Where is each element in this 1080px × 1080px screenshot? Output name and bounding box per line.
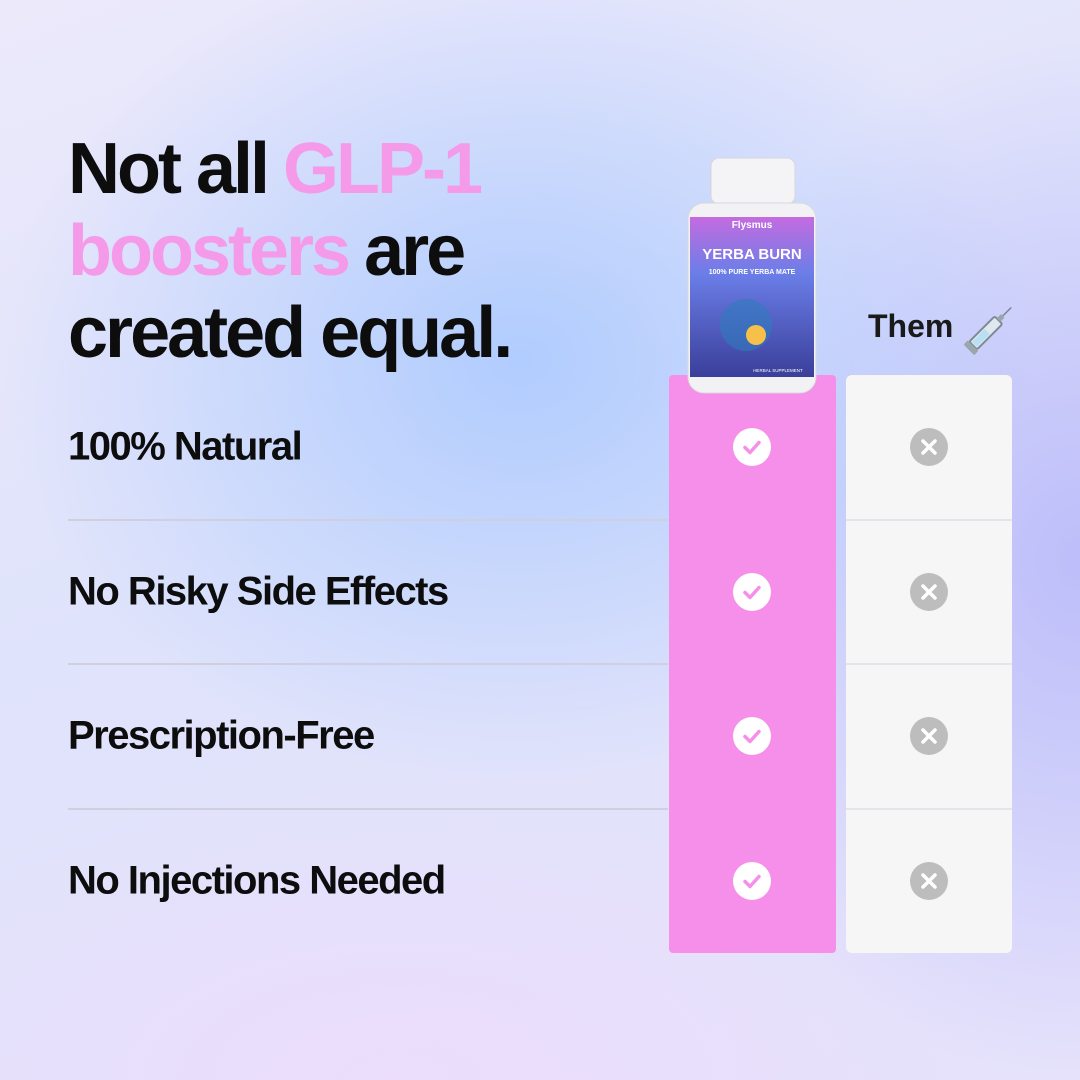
headline-text: Not all bbox=[68, 129, 270, 209]
check-icon bbox=[732, 427, 772, 467]
headline-text: created equal. bbox=[68, 293, 513, 373]
headline-line: Not all GLP-1 bbox=[68, 128, 526, 210]
row-divider bbox=[68, 807, 668, 810]
competitor-label: Them bbox=[868, 306, 1012, 355]
headline: Not all GLP-1 boosters are created equal. bbox=[68, 128, 526, 374]
row-label: Prescription-Free bbox=[68, 713, 375, 758]
row-label: No Injections Needed bbox=[68, 858, 446, 903]
row-divider bbox=[68, 518, 668, 521]
product-brand: Flysmus bbox=[732, 220, 773, 231]
cross-icon bbox=[909, 572, 949, 612]
column-separator bbox=[846, 807, 1012, 810]
cross-icon bbox=[909, 427, 949, 467]
competitor-label-text: Them bbox=[868, 308, 954, 344]
check-icon bbox=[732, 861, 772, 901]
row-divider bbox=[68, 663, 668, 665]
row-label: No Risky Side Effects bbox=[68, 569, 449, 614]
syringe-icon bbox=[963, 306, 1012, 355]
headline-text: are bbox=[364, 211, 466, 291]
headline-highlight: GLP-1 bbox=[283, 129, 483, 209]
product-column bbox=[669, 375, 836, 953]
headline-highlight: boosters bbox=[68, 211, 351, 291]
column-separator bbox=[846, 663, 1012, 665]
headline-line: created equal. bbox=[68, 292, 526, 374]
check-icon bbox=[732, 572, 772, 612]
product-name: YERBA BURN bbox=[702, 246, 801, 263]
product-footer: HERBAL SUPPLEMENT bbox=[753, 368, 803, 373]
product-bottle: Flysmus YERBA BURN 100% PURE YERBA MATE … bbox=[687, 157, 817, 394]
row-label: 100% Natural bbox=[68, 424, 303, 469]
check-icon bbox=[732, 716, 772, 756]
cross-icon bbox=[909, 861, 949, 901]
headline-line: boosters are bbox=[68, 210, 526, 292]
column-separator bbox=[846, 518, 1012, 521]
product-tagline: 100% PURE YERBA MATE bbox=[709, 269, 796, 276]
cross-icon bbox=[909, 716, 949, 756]
